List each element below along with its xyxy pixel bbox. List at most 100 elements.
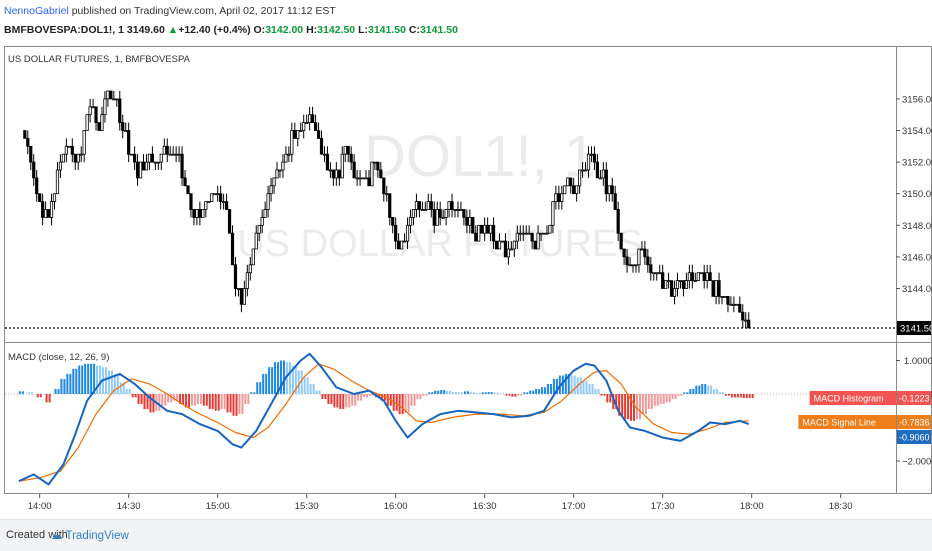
histogram-bar — [327, 394, 330, 405]
histogram-bar — [259, 382, 262, 394]
candle-up — [578, 169, 582, 187]
candle-up — [675, 280, 680, 289]
candle-up — [322, 153, 327, 156]
histogram-bar — [591, 383, 594, 394]
candle-down — [293, 130, 297, 139]
macd-series — [18, 352, 750, 486]
histogram-bar — [555, 378, 558, 394]
histogram-bar — [475, 392, 478, 394]
candle-down — [462, 209, 466, 218]
candle-down — [382, 177, 386, 195]
histogram-bar — [546, 383, 549, 394]
histogram-bar — [176, 394, 179, 401]
candle-up — [518, 232, 522, 235]
histogram-bar — [727, 394, 730, 396]
candle-down — [557, 193, 561, 202]
candle-up — [263, 209, 267, 218]
histogram-bar — [217, 394, 220, 411]
histogram-bar — [66, 373, 69, 394]
candle-down — [316, 130, 321, 139]
candle-up — [637, 248, 641, 266]
candle-up — [296, 130, 300, 139]
candle-up — [411, 209, 416, 218]
histogram-bar — [75, 368, 78, 394]
histogram-bar — [633, 394, 636, 421]
candle-up — [414, 201, 419, 210]
histogram-bar — [609, 394, 612, 403]
candle-up — [489, 224, 493, 234]
price-axis: 3144.00 3146.00 3148.00 3150.00 3152.00 3154.… — [896, 94, 932, 295]
candle-down — [331, 169, 335, 179]
candle-up — [85, 114, 89, 131]
candle-up — [551, 201, 555, 226]
histogram-bar — [496, 392, 499, 394]
histogram-bar — [407, 394, 410, 413]
footer: Created with ☁ TradingView — [0, 519, 932, 551]
candle-down — [352, 161, 356, 179]
histogram-bar — [54, 388, 57, 394]
candle-up — [156, 161, 160, 164]
candle-down — [503, 240, 508, 258]
tradingview-brand: TradingView — [65, 530, 129, 542]
histogram-bar — [60, 378, 63, 394]
histogram-bar — [603, 394, 606, 396]
candle-up — [539, 232, 543, 235]
candle-up — [435, 209, 439, 226]
candle-down — [717, 280, 721, 297]
histogram-bar — [570, 375, 573, 394]
candle-up — [242, 288, 246, 305]
histogram-bar — [81, 365, 84, 394]
time-tick-label: 15:00 — [206, 501, 230, 512]
candle-down — [465, 216, 469, 226]
tradingview-logo[interactable]: ☁ TradingView — [51, 528, 129, 542]
histogram-bar — [271, 367, 274, 394]
histogram-bar — [45, 394, 48, 403]
histogram-bar — [241, 394, 244, 415]
candle-up — [112, 98, 116, 101]
histogram-bar — [736, 394, 739, 398]
candle-up — [385, 193, 389, 196]
candle-down — [681, 280, 686, 289]
candle-up — [667, 280, 671, 283]
candle-up — [177, 153, 181, 156]
candle-up — [213, 193, 217, 196]
histogram-bar — [190, 394, 193, 406]
histogram-bar — [618, 394, 621, 416]
candle-down — [480, 224, 484, 234]
histogram-bar — [689, 388, 692, 394]
candle-down — [388, 193, 392, 218]
candle-down — [313, 122, 318, 131]
candle-up — [536, 232, 540, 250]
legend-value: -0.7836 — [899, 418, 930, 428]
close-value: 3141.50 — [419, 24, 458, 36]
candle-down — [486, 224, 490, 234]
histogram-bar — [208, 394, 211, 410]
histogram-bar — [692, 388, 695, 394]
publisher-link[interactable]: NennoGabriel — [4, 5, 69, 17]
histogram-bar — [511, 394, 514, 397]
candle-down — [219, 193, 223, 202]
histogram-bar — [137, 394, 140, 405]
histogram-bar — [211, 394, 214, 410]
histogram-bar — [306, 377, 309, 394]
histogram-bar — [484, 392, 487, 394]
macd-tick-label: −2.0000 — [902, 457, 932, 468]
candle-up — [699, 272, 703, 275]
histogram-bar — [499, 393, 502, 395]
symbol-name[interactable]: BMFBOVESPA:DOL1!, 1 — [4, 24, 124, 36]
histogram-bar — [665, 394, 668, 403]
candle-down — [35, 177, 39, 195]
candle-up — [468, 216, 472, 226]
candle-down — [432, 209, 436, 226]
candle-up — [284, 153, 288, 163]
chart-area[interactable]: DOL1!, 1 US DOLLAR FUTURES US DOLLAR FUT… — [0, 0, 932, 519]
histogram-bar — [457, 392, 460, 394]
tradingview-cloud-icon: ☁ — [51, 530, 63, 542]
candle-down — [429, 201, 433, 210]
time-tick-label: 16:00 — [384, 501, 408, 512]
candle-down — [708, 272, 712, 282]
histogram-bar — [179, 394, 182, 405]
candle-up — [426, 201, 430, 210]
time-tick-label: 14:00 — [28, 501, 52, 512]
histogram-bar — [446, 390, 449, 394]
